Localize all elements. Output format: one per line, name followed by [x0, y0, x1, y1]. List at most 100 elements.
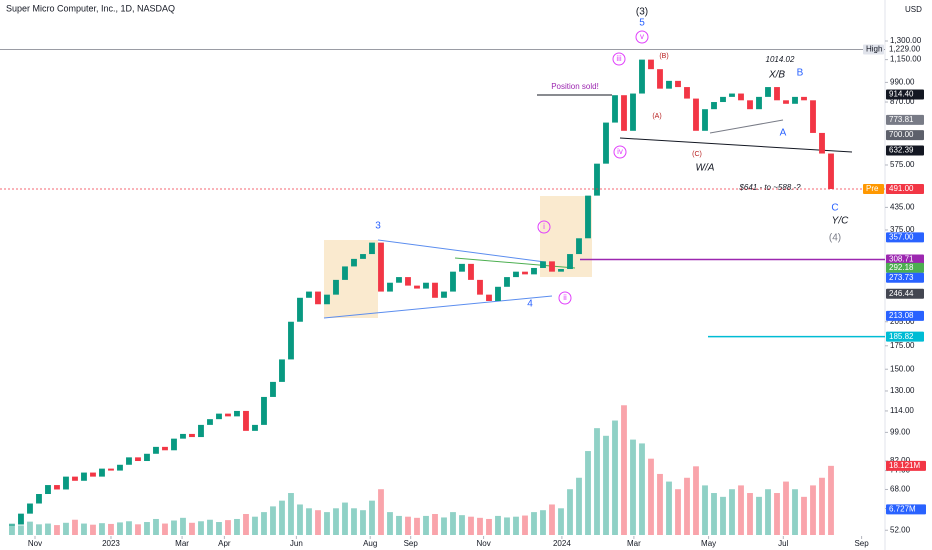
- volume-bar: [441, 517, 447, 535]
- volume-bar: [261, 512, 267, 535]
- candle: [828, 153, 834, 189]
- candle: [117, 464, 123, 471]
- x-tick-label: Aug: [363, 539, 377, 548]
- candle: [225, 413, 231, 417]
- candle: [684, 87, 690, 99]
- x-tick-label: Sep: [404, 539, 419, 548]
- volume-bar: [585, 451, 591, 535]
- price-label-box: [886, 183, 924, 194]
- candle: [765, 87, 771, 97]
- x-tick-label: Mar: [175, 539, 189, 548]
- box: [324, 240, 378, 318]
- annotation: 3: [375, 221, 381, 232]
- wave-circle: [612, 52, 626, 66]
- annotation: (A): [652, 113, 661, 120]
- volume-bar: [720, 496, 726, 535]
- price-label-box: [886, 232, 924, 243]
- candle: [774, 87, 780, 101]
- volume-bar: [477, 517, 483, 535]
- y-tick-label: 990.00: [890, 78, 915, 87]
- candle: [738, 93, 744, 101]
- candle: [144, 453, 150, 462]
- annotation: Y/C: [832, 216, 849, 227]
- annotation: C: [831, 203, 838, 214]
- candle: [468, 263, 474, 280]
- annotation: 1014.02: [766, 55, 795, 64]
- candle: [693, 98, 699, 131]
- candle: [477, 279, 483, 295]
- candle: [216, 413, 222, 420]
- volume-bar: [387, 512, 393, 535]
- box: [540, 196, 592, 277]
- y-tick-label: 175.00: [890, 341, 915, 350]
- volume-bar: [459, 515, 465, 535]
- annotation: (3): [636, 7, 648, 18]
- volume-bar: [576, 477, 582, 535]
- annotation: Position sold!: [551, 82, 599, 91]
- price-label-box: [886, 145, 924, 156]
- volume-bar: [333, 508, 339, 535]
- volume-bar: [783, 481, 789, 535]
- price-label-box: [886, 272, 924, 283]
- x-tick-label: May: [701, 539, 716, 548]
- x-tick-label: Nov: [476, 539, 490, 548]
- trendline: [619, 137, 853, 153]
- candle: [306, 291, 312, 298]
- price-label-box: [886, 310, 924, 321]
- wave-circle: [558, 291, 572, 305]
- candle: [630, 93, 636, 131]
- volume-bar: [657, 473, 663, 535]
- annotation: v: [640, 32, 644, 41]
- price-tag: High: [866, 45, 882, 54]
- price-label-box: [886, 262, 924, 273]
- volume-bar: [819, 477, 825, 535]
- price-label-box: [886, 114, 924, 125]
- y-tick-label: 435.00: [890, 203, 915, 212]
- volume-bar: [45, 523, 51, 535]
- volume-bar: [666, 481, 672, 535]
- y-tick-label: 870.00: [890, 97, 915, 106]
- volume-bar: [126, 521, 132, 535]
- candle: [576, 238, 582, 255]
- volume-bar: [324, 512, 330, 535]
- volume-bar: [378, 489, 384, 535]
- y-tick-label: 52.00: [890, 525, 911, 534]
- volume-bar: [279, 500, 285, 535]
- candle: [297, 297, 303, 322]
- candle: [441, 291, 447, 298]
- annotation: i: [543, 222, 545, 231]
- volume-bar: [225, 520, 231, 535]
- volume-bar: [405, 516, 411, 535]
- x-tick-label: Nov: [28, 539, 42, 548]
- annotation: (B): [659, 53, 668, 60]
- volume-bar: [351, 508, 357, 535]
- volume-bar: [414, 517, 420, 535]
- wave-circle: [635, 30, 649, 44]
- annotation: X/B: [768, 70, 785, 81]
- candle: [243, 410, 249, 431]
- candle: [531, 267, 537, 275]
- annotation: 5: [639, 18, 645, 29]
- volume-bar: [774, 493, 780, 535]
- candle: [378, 242, 384, 292]
- annotation: A: [780, 128, 787, 139]
- candle: [396, 277, 402, 283]
- candle: [675, 80, 681, 88]
- chart-title: Super Micro Computer, Inc., 1D, NASDAQ: [6, 3, 175, 13]
- candle: [261, 396, 267, 425]
- x-tick-label: Apr: [218, 539, 231, 548]
- candle: [198, 424, 204, 438]
- y-tick-label: 1,150.00: [890, 55, 922, 64]
- volume-bar: [423, 515, 429, 535]
- volume-bar: [828, 465, 834, 535]
- volume-bar: [90, 524, 96, 535]
- volume-bar: [486, 518, 492, 535]
- volume-bar: [540, 510, 546, 535]
- candle: [72, 476, 78, 481]
- volume-bar: [162, 523, 168, 535]
- trendline: [454, 257, 576, 269]
- candle: [405, 277, 411, 286]
- candle: [819, 132, 825, 154]
- candle: [522, 271, 528, 275]
